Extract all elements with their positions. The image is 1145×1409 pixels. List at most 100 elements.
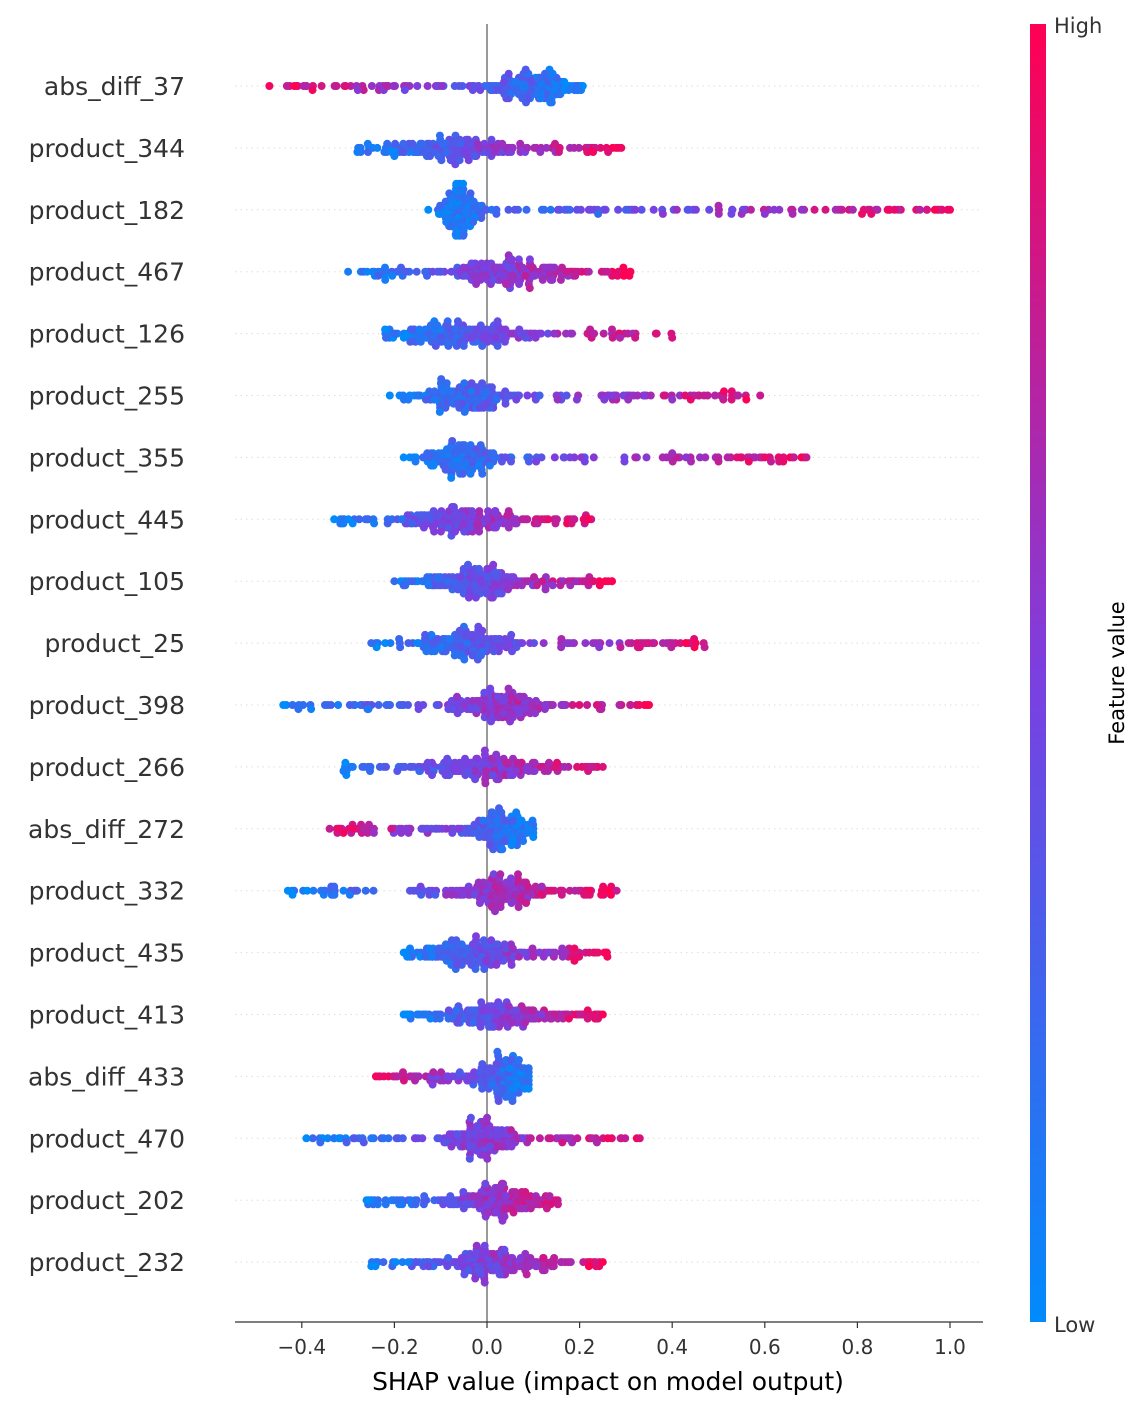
shap-dot bbox=[427, 461, 436, 470]
shap-dot bbox=[497, 457, 506, 466]
shap-dot bbox=[507, 709, 516, 718]
shap-dot bbox=[458, 469, 467, 478]
colorbar-high-label: High bbox=[1054, 14, 1102, 38]
shap-dot bbox=[469, 1018, 478, 1027]
x-axis: −0.4 −0.2 0.0 0.2 0.4 0.6 0.8 1.0 bbox=[235, 1321, 983, 1359]
shap-dot bbox=[685, 205, 693, 214]
shap-dot bbox=[410, 1134, 419, 1143]
shap-dot bbox=[668, 333, 677, 342]
shap-dot bbox=[492, 960, 501, 969]
shap-dot bbox=[686, 395, 695, 404]
shap-dot bbox=[714, 201, 723, 210]
shap-dot bbox=[509, 816, 517, 825]
shap-dot bbox=[521, 1018, 529, 1027]
shap-dot bbox=[414, 391, 423, 400]
shap-dot bbox=[472, 325, 481, 334]
shap-dot bbox=[624, 395, 633, 404]
shap-dot bbox=[397, 515, 406, 524]
shap-dot bbox=[279, 701, 288, 709]
shap-dot bbox=[522, 205, 531, 214]
shap-dot bbox=[433, 1258, 442, 1267]
shap-dot bbox=[442, 890, 451, 899]
shap-dot bbox=[463, 639, 471, 648]
shap-dot bbox=[507, 692, 516, 701]
shap-dot bbox=[545, 1192, 554, 1201]
shap-dot bbox=[541, 263, 550, 272]
shap-dot bbox=[491, 907, 499, 916]
shap-dot bbox=[404, 828, 413, 837]
shap-dot bbox=[556, 1258, 565, 1267]
shap-dot bbox=[367, 1262, 376, 1271]
shap-dot bbox=[547, 886, 556, 895]
shap-dot bbox=[495, 1002, 504, 1011]
shap-dot bbox=[500, 337, 509, 346]
shap-dot bbox=[383, 139, 392, 148]
shap-dot bbox=[437, 1068, 446, 1077]
shap-dot bbox=[821, 205, 830, 214]
shap-dot bbox=[560, 762, 569, 771]
shap-dot bbox=[930, 205, 939, 214]
shap-dot bbox=[443, 577, 452, 586]
shap-dot bbox=[525, 824, 534, 833]
x-tick-label: −0.2 bbox=[370, 1335, 419, 1359]
shap-dot bbox=[404, 639, 413, 648]
shap-dot bbox=[562, 391, 571, 400]
shap-dot bbox=[441, 771, 450, 780]
shap-dot bbox=[452, 231, 461, 240]
shap-dot bbox=[518, 515, 527, 524]
shap-dot bbox=[601, 577, 610, 586]
shap-dot bbox=[510, 1084, 519, 1093]
shap-dot bbox=[580, 457, 589, 466]
shap-dot bbox=[395, 635, 404, 643]
shap-dot bbox=[511, 890, 520, 899]
shap-dot bbox=[578, 577, 587, 586]
shap-dot bbox=[475, 403, 484, 412]
shap-dot bbox=[453, 960, 462, 969]
shap-dot bbox=[524, 1262, 532, 1271]
shap-dot bbox=[442, 379, 451, 388]
shap-dot bbox=[760, 209, 769, 218]
shap-dot bbox=[681, 391, 690, 400]
shap-dot bbox=[492, 209, 501, 218]
shap-dot bbox=[585, 948, 594, 957]
shap-dot bbox=[339, 519, 348, 528]
shap-dot bbox=[523, 391, 532, 400]
shap-dot bbox=[469, 828, 478, 837]
shap-dot bbox=[592, 1138, 601, 1147]
shap-dot bbox=[408, 577, 417, 586]
shap-dot bbox=[521, 271, 530, 280]
feature-label: product_470 bbox=[29, 1124, 185, 1153]
shap-dot bbox=[385, 391, 394, 400]
shap-dot bbox=[515, 709, 524, 718]
shap-dot bbox=[471, 1274, 480, 1283]
shap-dot bbox=[532, 1196, 541, 1205]
shap-dot bbox=[496, 870, 505, 879]
shap-dot bbox=[424, 329, 433, 338]
shap-dot bbox=[543, 948, 552, 957]
shap-dot bbox=[512, 767, 520, 775]
shap-dot bbox=[433, 321, 442, 330]
shap-dot bbox=[469, 1192, 478, 1201]
shap-dot bbox=[493, 341, 502, 350]
shap-dot bbox=[321, 886, 329, 895]
shap-dot bbox=[520, 1084, 529, 1093]
shap-dot bbox=[500, 1245, 509, 1254]
shap-dot bbox=[472, 932, 480, 941]
shap-dot bbox=[453, 317, 462, 326]
shap-dot bbox=[573, 1134, 582, 1143]
shap-dot bbox=[480, 688, 489, 697]
colorbar-gradient bbox=[1030, 24, 1046, 1322]
shap-dot bbox=[518, 1064, 527, 1073]
shap-dot bbox=[472, 1146, 481, 1155]
shap-dot bbox=[339, 886, 348, 895]
shap-dot bbox=[742, 395, 751, 404]
shap-dot bbox=[390, 577, 399, 586]
shap-dot bbox=[326, 701, 335, 709]
shap-dot bbox=[451, 325, 460, 334]
shap-dot bbox=[404, 1258, 413, 1267]
shap-dot bbox=[537, 1010, 546, 1019]
shap-dot bbox=[447, 222, 455, 231]
shap-dot bbox=[309, 886, 318, 895]
